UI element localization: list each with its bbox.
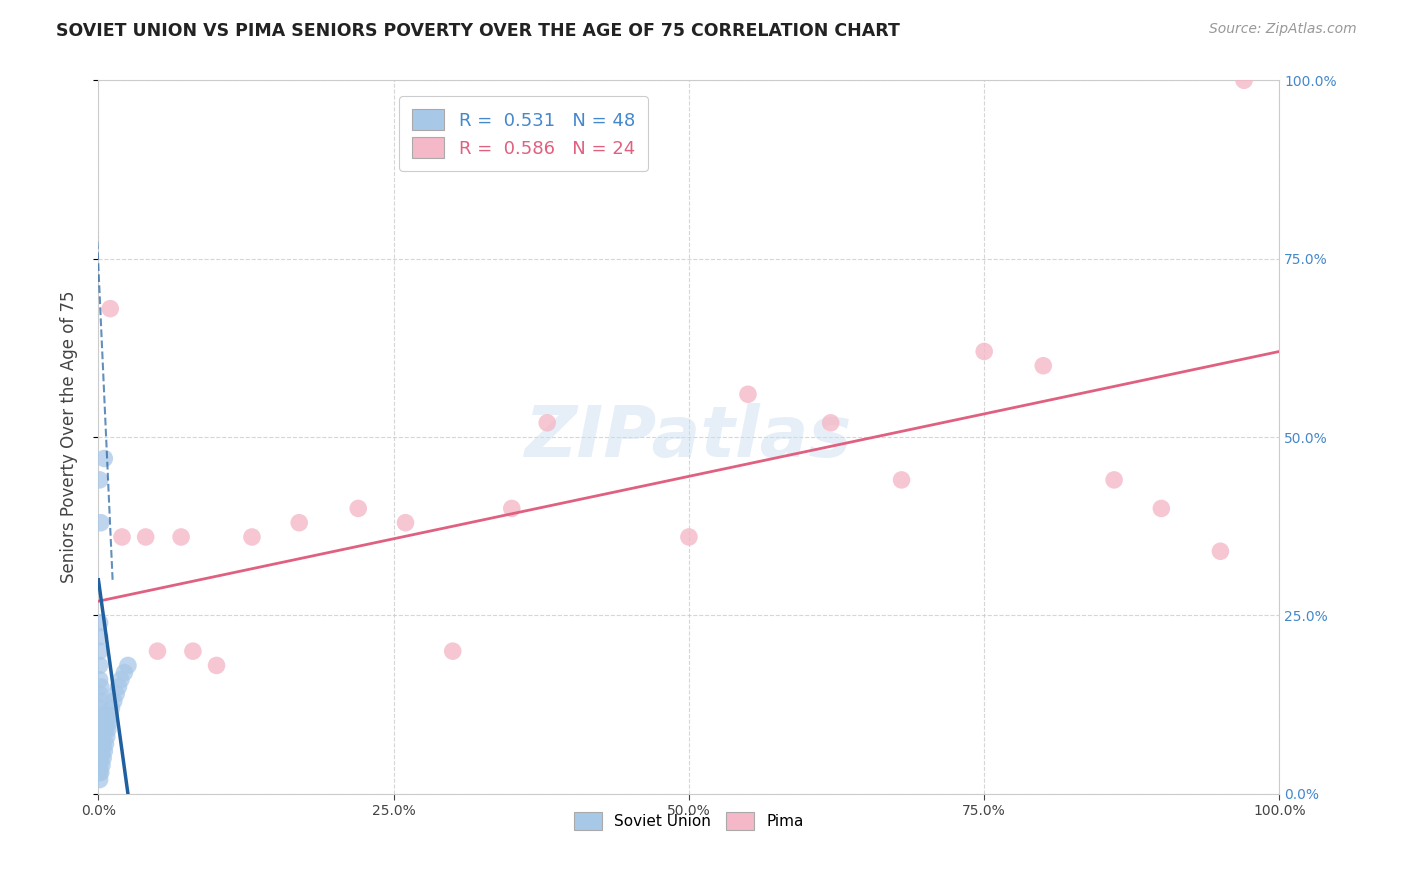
Point: [91, 751, 114, 765]
Point: [90, 751, 112, 765]
Point: [90, 708, 112, 723]
Point: [93, 744, 115, 758]
Point: [89, 730, 111, 744]
Point: [737, 387, 759, 401]
Point: [90, 516, 112, 530]
Point: [89, 765, 111, 780]
Point: [89, 687, 111, 701]
Point: [94, 723, 117, 737]
Point: [91, 715, 114, 730]
Point: [1233, 73, 1256, 87]
Point: [1102, 473, 1125, 487]
Point: [112, 665, 135, 680]
Point: [93, 451, 115, 466]
Point: [91, 730, 114, 744]
Point: [91, 723, 114, 737]
Point: [98, 301, 121, 316]
Point: [107, 680, 129, 694]
Point: [89, 701, 111, 715]
Point: [441, 644, 464, 658]
Point: [678, 530, 700, 544]
Point: [91, 744, 114, 758]
Point: [110, 673, 132, 687]
Point: [90, 737, 112, 751]
Point: [89, 658, 111, 673]
Point: [98, 715, 121, 730]
Point: [240, 530, 263, 544]
Point: [89, 751, 111, 765]
Point: [100, 701, 122, 715]
Point: [91, 737, 114, 751]
Point: [89, 630, 111, 644]
Point: [89, 644, 111, 658]
Point: [146, 644, 169, 658]
Point: [96, 730, 118, 744]
Point: [90, 723, 112, 737]
Point: [205, 658, 228, 673]
Point: [89, 744, 111, 758]
Point: [97, 723, 120, 737]
Point: [90, 694, 112, 708]
Text: SOVIET UNION VS PIMA SENIORS POVERTY OVER THE AGE OF 75 CORRELATION CHART: SOVIET UNION VS PIMA SENIORS POVERTY OVE…: [56, 22, 900, 40]
Point: [394, 516, 416, 530]
Point: [181, 644, 204, 658]
Point: [90, 765, 112, 780]
Y-axis label: Seniors Poverty Over the Age of 75: Seniors Poverty Over the Age of 75: [59, 291, 77, 583]
Point: [105, 687, 128, 701]
Point: [135, 530, 157, 544]
Legend: Soviet Union, Pima: Soviet Union, Pima: [568, 806, 810, 836]
Point: [94, 737, 117, 751]
Point: [89, 758, 111, 772]
Point: [89, 737, 111, 751]
Point: [91, 758, 114, 772]
Point: [890, 473, 912, 487]
Point: [89, 673, 111, 687]
Point: [288, 516, 311, 530]
Point: [111, 530, 134, 544]
Text: Source: ZipAtlas.com: Source: ZipAtlas.com: [1209, 22, 1357, 37]
Point: [90, 680, 112, 694]
Point: [89, 772, 111, 787]
Point: [89, 615, 111, 630]
Point: [89, 715, 111, 730]
Point: [89, 473, 111, 487]
Text: ZIPatlas: ZIPatlas: [526, 402, 852, 472]
Point: [347, 501, 370, 516]
Point: [536, 416, 558, 430]
Point: [1150, 501, 1173, 516]
Point: [1032, 359, 1054, 373]
Point: [98, 708, 121, 723]
Point: [103, 694, 125, 708]
Point: [1209, 544, 1232, 558]
Point: [94, 708, 117, 723]
Point: [973, 344, 995, 359]
Point: [170, 530, 193, 544]
Point: [820, 416, 842, 430]
Point: [117, 658, 139, 673]
Point: [96, 715, 118, 730]
Point: [501, 501, 523, 516]
